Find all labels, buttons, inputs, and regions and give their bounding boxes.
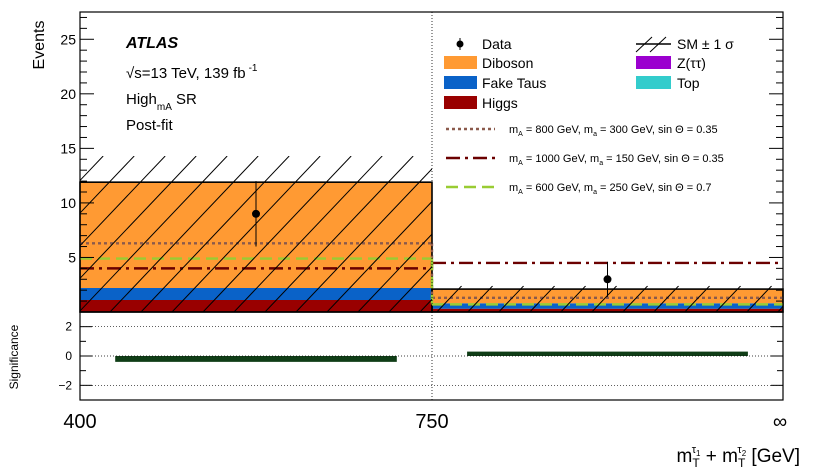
significance-bar-bin2 <box>467 352 748 356</box>
significance-tick-label: −2 <box>58 378 72 392</box>
svg-text:Top: Top <box>677 75 700 91</box>
significance-tick-label: 0 <box>65 349 72 363</box>
legend-higgs: Higgs <box>444 95 518 111</box>
fit-status-label: Post-fit <box>126 117 174 134</box>
y-tick-label: 10 <box>60 195 76 211</box>
data-point-bin1 <box>252 210 260 218</box>
x-axis-label: mTτ1 + mTτ2 [GeV] <box>677 444 800 470</box>
svg-text:Z(ττ): Z(ττ) <box>677 55 706 71</box>
significance-bar-bin1 <box>115 356 397 362</box>
y-tick-label: 15 <box>60 140 76 156</box>
significance-y-axis: 2 0 −2 <box>58 320 783 393</box>
experiment-label: ATLAS <box>125 35 178 52</box>
y-tick-label: 25 <box>60 31 76 47</box>
legend-data: Data <box>457 36 512 52</box>
legend-signal-label-2: mA = 1000 GeV, ma = 150 GeV, sin Θ = 0.3… <box>509 153 724 167</box>
significance-bars <box>115 352 748 362</box>
stack-bar-higgs-bin1 <box>80 300 432 312</box>
legend-diboson: Diboson <box>444 55 533 71</box>
energy-lumi-label: √s=13 TeV, 139 fb -1 <box>126 63 258 82</box>
svg-text:Data: Data <box>482 36 512 52</box>
svg-text:Diboson: Diboson <box>482 55 533 71</box>
legend-top: Top <box>636 75 700 91</box>
significance-tick-label: 2 <box>65 320 72 334</box>
significance-axis-label: Significance <box>7 324 21 389</box>
y-tick-label: 20 <box>60 86 76 102</box>
legend-ztautau: Z(ττ) <box>636 55 706 71</box>
svg-text:Higgs: Higgs <box>482 95 518 111</box>
x-tick-label: 400 <box>63 411 96 433</box>
legend-fake-taus: Fake Taus <box>444 75 546 91</box>
y-tick-label: 5 <box>68 249 76 265</box>
data-point-bin2 <box>604 275 612 283</box>
legend-signal-label-3: mA = 600 GeV, ma = 250 GeV, sin Θ = 0.7 <box>509 182 712 196</box>
legend-sm-uncertainty: SM ± 1 σ <box>636 36 734 52</box>
y-axis-label: Events <box>31 21 48 70</box>
region-label: HighmA SR <box>126 91 197 113</box>
x-axis: 400 750 ∞ <box>63 411 787 433</box>
svg-text:SM ± 1 σ: SM ± 1 σ <box>677 36 734 52</box>
legend: Data SM ± 1 σ Diboson Z(ττ) Fake Taus To… <box>444 36 734 196</box>
legend-signals: mA = 800 GeV, ma = 300 GeV, sin Θ = 0.35… <box>446 124 724 196</box>
x-tick-label: 750 <box>415 411 448 433</box>
legend-signal-label-1: mA = 800 GeV, ma = 300 GeV, sin Θ = 0.35 <box>509 124 718 138</box>
svg-text:Fake Taus: Fake Taus <box>482 75 546 91</box>
x-tick-label: ∞ <box>773 411 787 433</box>
